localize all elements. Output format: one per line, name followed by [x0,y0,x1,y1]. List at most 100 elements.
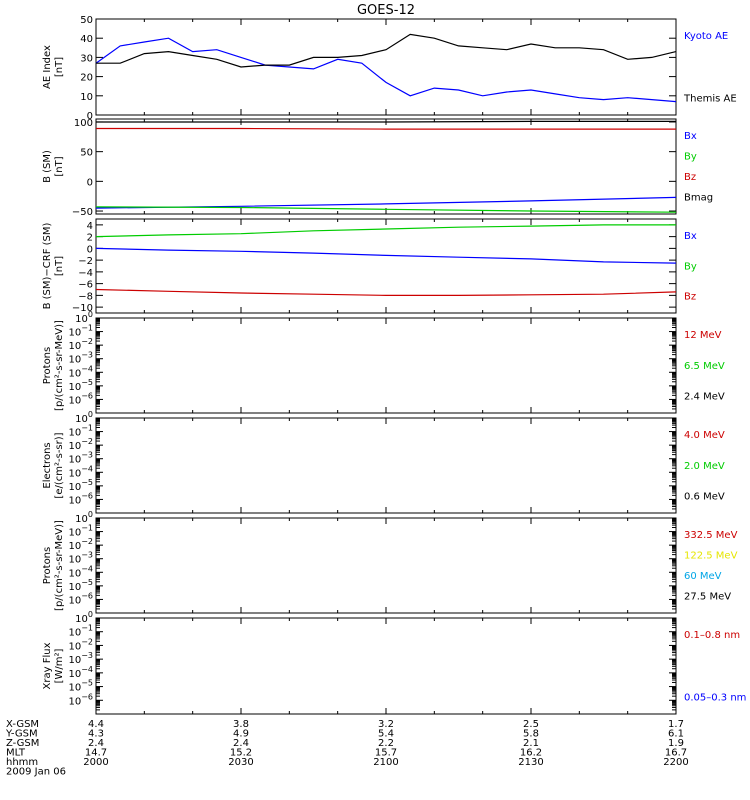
y-axis-title: B (SM)−CRF (SM) [42,222,53,309]
series-line-bz [96,127,676,130]
legend-label: 6.5 MeV [684,361,725,372]
y-axis-unit: [p/(cm²-s-sr-MeV)] [54,520,65,611]
x-axis-value: 2130 [518,757,543,768]
y-tick-label: −2 [78,256,93,267]
y-tick-exponent: −2 [81,337,93,346]
y-tick-label: 100 [74,118,93,129]
y-axis-title: Xray Flux [42,642,53,689]
y-tick-label: 20 [80,73,93,84]
y-tick-exponent: −6 [81,692,93,701]
y-tick-label: 4 [87,221,93,232]
y-tick-exponent: −3 [81,351,93,360]
y-tick-exponent: −2 [81,437,93,446]
x-axis-value: 2.1 [523,738,539,749]
y-axis-title: Protons [42,547,53,584]
legend-label: 60 MeV [684,571,722,582]
y-tick-exponent: 0 [88,610,93,619]
x-axis-date: 2009 Jan 06 [6,767,66,778]
y-tick-exponent: −3 [81,451,93,460]
y-tick-exponent: −2 [81,537,93,546]
panel-frame [95,317,677,414]
y-tick-exponent: −4 [81,464,93,473]
legend-label: 12 MeV [684,330,722,341]
chart-title: GOES-12 [357,3,415,18]
x-axis-value: 2.2 [378,738,394,749]
legend-label: 4.0 MeV [684,430,725,441]
x-axis-value: 1.7 [668,719,684,730]
legend-label: 2.4 MeV [684,392,725,403]
y-tick-label: 10−6 [68,391,93,406]
x-axis-row-label: X-GSM [6,719,39,730]
x-axis-value: 4.4 [88,719,104,730]
x-axis-value: 6.1 [668,729,684,740]
x-axis-value: 4.3 [88,729,104,740]
series-line-bx [95,196,677,209]
x-axis-value: 3.8 [233,719,249,730]
y-axis-unit: [nT] [54,256,65,276]
y-tick-exponent: −3 [81,651,93,660]
x-axis-value: 2200 [663,757,688,768]
y-tick-label: 50 [80,15,93,26]
series-line-kyoto-ae [95,37,677,103]
x-axis-value: 16.2 [520,748,542,759]
y-tick-exponent: −4 [81,364,93,373]
legend-label: By [684,152,697,163]
panel-1: 0 10 20 30 40 50 AE Index [nT] Kyoto AE Themis AE [42,15,737,122]
legend-label: By [684,261,697,272]
y-tick-label: −10 [72,303,93,314]
y-axis-unit: [W/m²] [54,648,65,683]
legend-label: Bz [684,292,696,303]
y-tick-exponent: −5 [81,378,93,387]
x-axis-value: 2.4 [88,738,104,749]
x-axis-value: 2.4 [233,738,249,749]
y-tick-label: 30 [80,53,93,64]
y-tick-label: −8 [78,291,93,302]
x-axis-value: 16.7 [665,748,687,759]
y-tick-exponent: −2 [81,637,93,646]
y-tick-exponent: −1 [81,324,93,333]
y-axis-unit: [nT] [54,57,65,77]
legend-label: Bx [684,231,697,242]
x-axis-value: 2000 [83,757,108,768]
y-tick-label: 10−6 [68,591,93,606]
legend-label: 122.5 MeV [684,551,738,562]
legend-label: 0.6 MeV [684,492,725,503]
y-axis-title: AE Index [42,45,53,89]
y-tick-exponent: 0 [88,510,93,519]
y-tick-exponent: −4 [81,564,93,573]
y-tick-label: −6 [78,280,93,291]
x-axis-row-label: hhmm [6,757,38,768]
y-tick-exponent: −5 [81,679,93,688]
panel-frame [95,18,677,116]
y-tick-exponent: −3 [81,551,93,560]
legend-label: 0.05–0.3 nm [684,693,746,704]
panel-frame [95,617,677,715]
y-tick-label: −4 [78,268,93,279]
y-axis-unit: [nT] [54,156,65,176]
x-axis-row-label: Y-GSM [5,729,38,740]
series-line-themis-ae [96,33,677,68]
panel-2: −50 0 50 100 B (SM) [nT] Bx By Bz Bmag [42,118,713,218]
x-axis-value: 2.5 [523,719,539,730]
y-tick-exponent: −5 [81,478,93,487]
legend-label: Bx [684,131,697,142]
y-tick-label: 40 [80,34,93,45]
y-tick-label: 10 [80,92,93,103]
y-tick-exponent: −6 [81,491,93,500]
legend-label: Themis AE [683,94,737,105]
y-tick-label: 0 [87,111,93,122]
x-axis-value: 4.9 [233,729,249,740]
x-axis-value: 1.9 [668,738,684,749]
y-tick-exponent: −4 [81,665,93,674]
y-axis-title: Electrons [42,442,53,488]
series-line-bx [95,247,677,264]
y-tick-exponent: −6 [81,591,93,600]
y-tick-exponent: 0 [88,410,93,419]
y-axis-title: Protons [42,347,53,384]
series-line-by [95,206,677,213]
y-axis-unit: [e/(cm²-s-sr)] [54,432,65,498]
